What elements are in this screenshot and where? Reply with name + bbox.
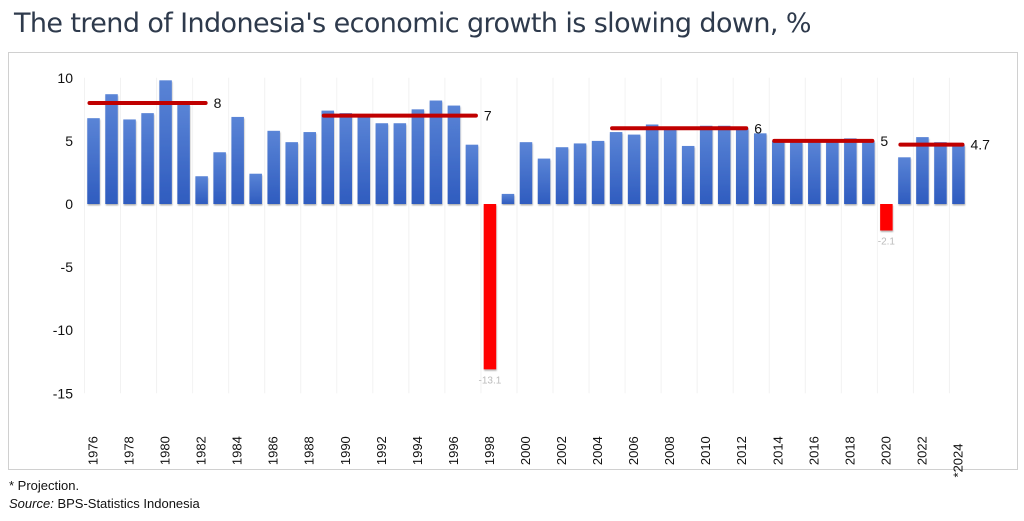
bar-2018 (844, 138, 857, 204)
bar-1993 (393, 123, 407, 204)
bar-1986 (267, 130, 280, 204)
y-tick-label: 10 (57, 70, 73, 86)
bar-1991 (357, 115, 371, 204)
source-note: Source: BPS-Statistics Indonesia (9, 496, 200, 511)
trend-label: 4.7 (970, 137, 990, 153)
bar-2019 (862, 140, 875, 204)
bar-2004 (591, 140, 605, 204)
x-tick-label: 1998 (482, 436, 497, 465)
bar-2006 (627, 134, 641, 204)
bar-1976 (87, 118, 100, 204)
x-tick-label: 2000 (518, 436, 533, 465)
x-tick-label: 2004 (590, 436, 605, 465)
footnote-projection: * Projection. (9, 478, 80, 493)
bar-2000 (519, 142, 533, 204)
x-tick-label: 2012 (734, 436, 749, 465)
source-label: Source: (9, 496, 54, 511)
y-tick-label: 0 (65, 196, 73, 212)
bar-2001 (537, 158, 551, 204)
x-tick-label: 2020 (878, 436, 893, 465)
y-tick-label: 5 (65, 133, 73, 149)
bar-1988 (303, 132, 316, 204)
x-tick-label: 2002 (554, 436, 569, 465)
bar-2017 (826, 139, 839, 204)
bar-1996 (447, 105, 461, 204)
bar-1983 (213, 152, 226, 204)
x-tick-label: 2018 (842, 436, 857, 465)
bar-2007 (645, 124, 659, 204)
bar-2009 (681, 145, 695, 204)
trend-label: 6 (754, 120, 762, 136)
bar-1992 (375, 123, 389, 204)
bar-2023 (934, 142, 947, 204)
trend-label: 7 (484, 108, 492, 124)
x-tick-label: 2016 (806, 436, 821, 465)
bar-1978 (123, 119, 136, 204)
bar-1994 (411, 109, 425, 204)
x-tick-label: 1982 (194, 436, 209, 465)
y-tick-label: -15 (53, 385, 73, 401)
x-tick-label: 1976 (86, 436, 101, 465)
chart-frame (8, 52, 1018, 470)
bar-1987 (285, 142, 298, 204)
x-tick-label: *2024 (950, 444, 965, 478)
x-tick-label: 1994 (410, 436, 425, 465)
source-text: BPS-Statistics Indonesia (57, 496, 200, 511)
x-tick-label: 2010 (698, 436, 713, 465)
x-tick-label: 2022 (914, 436, 929, 465)
x-tick-label: 1992 (374, 436, 389, 465)
x-tick-label: 1986 (266, 436, 281, 465)
bar-1995 (429, 100, 443, 204)
x-tick-label: 1988 (302, 436, 317, 465)
y-tick-label: -5 (61, 259, 74, 275)
bar-2008 (663, 128, 677, 204)
x-tick-label: 2014 (770, 436, 785, 465)
bar-1997 (465, 144, 479, 204)
data-label: -2.1 (878, 237, 896, 248)
bar-2003 (573, 143, 587, 204)
bar-2011 (717, 125, 731, 204)
bar-2012 (735, 128, 749, 204)
x-tick-label: 1980 (158, 436, 173, 465)
bar-2016 (808, 140, 821, 204)
bar-2021 (898, 157, 911, 204)
bar-2024 (952, 144, 965, 204)
bar-2013 (753, 133, 767, 204)
bar-1984 (231, 116, 244, 204)
trend-label: 8 (214, 95, 222, 111)
bar-1981 (177, 104, 190, 204)
bar-2002 (555, 147, 569, 204)
x-tick-label: 1978 (122, 436, 137, 465)
x-tick-label: 1996 (446, 436, 461, 465)
x-tick-label: 2006 (626, 436, 641, 465)
bar-2014 (772, 140, 785, 204)
bar-2020 (880, 204, 893, 231)
data-label: -13.1 (479, 375, 502, 386)
bar-2015 (790, 142, 803, 204)
bar-1989 (321, 110, 335, 204)
bar-1980 (159, 80, 172, 204)
x-tick-label: 1984 (230, 436, 245, 465)
bar-2010 (699, 125, 713, 204)
y-tick-label: -10 (53, 322, 73, 338)
bar-1977 (105, 94, 118, 204)
bar-1982 (195, 176, 208, 204)
bar-1985 (249, 173, 262, 204)
x-tick-label: 1990 (338, 436, 353, 465)
bar-1999 (501, 193, 515, 204)
trend-label: 5 (880, 133, 888, 149)
bar-1998 (483, 204, 497, 370)
bar-1990 (339, 113, 353, 204)
x-tick-label: 2008 (662, 436, 677, 465)
bar-2005 (609, 132, 623, 204)
chart-title: The trend of Indonesia's economic growth… (14, 8, 811, 39)
bar-2022 (916, 137, 929, 204)
bar-1979 (141, 113, 154, 204)
